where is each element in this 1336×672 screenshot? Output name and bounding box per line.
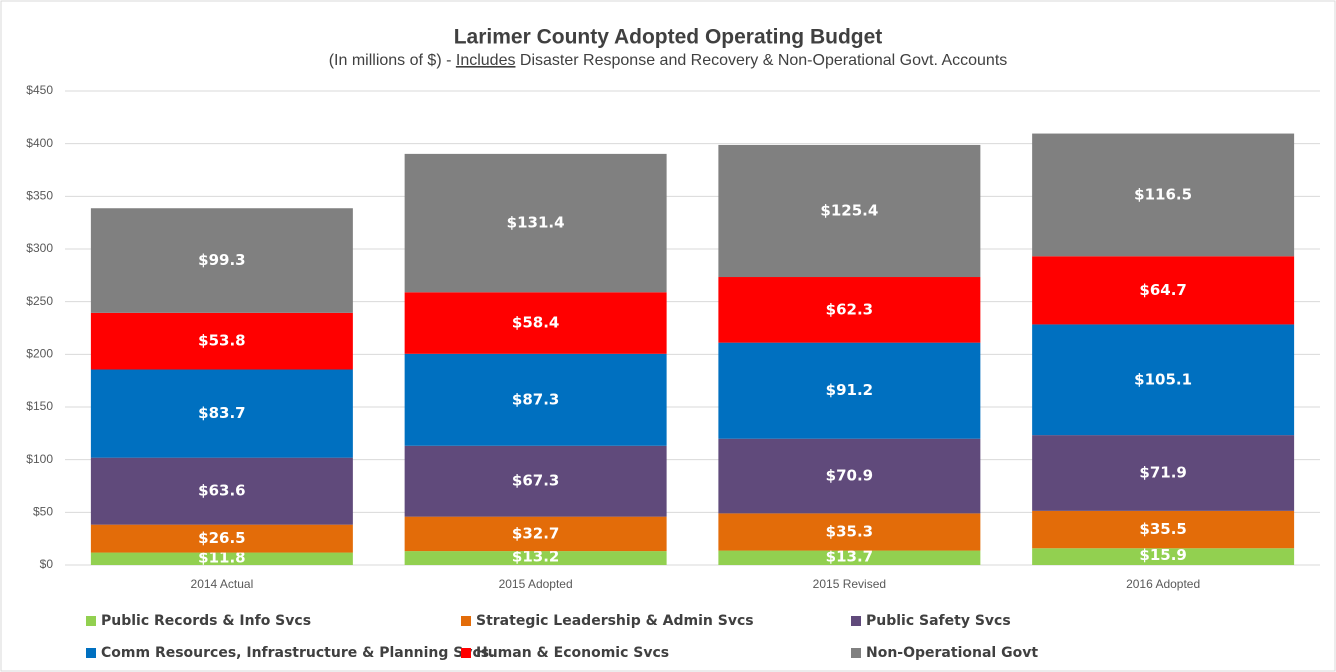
data-label: $62.3	[826, 300, 873, 318]
x-tick-label: 2015 Adopted	[499, 577, 573, 591]
bar-segment	[1032, 133, 1295, 257]
y-tick-label: $350	[26, 189, 53, 203]
y-tick-label: $150	[26, 399, 53, 413]
legend-label: Public Safety Svcs	[866, 613, 1011, 629]
data-label: $99.3	[198, 251, 245, 269]
bar-segment	[404, 153, 667, 293]
legend-label: Non-Operational Govt	[866, 645, 1038, 661]
x-tick-label: 2014 Actual	[191, 577, 254, 591]
bar-segment	[90, 552, 353, 565]
data-label: $26.5	[198, 529, 245, 547]
data-label: $105.1	[1134, 370, 1192, 388]
y-tick-label: $50	[33, 505, 53, 519]
bar-segment	[404, 516, 667, 552]
chart-subtitle: (In millions of $) - Includes Disaster R…	[329, 52, 1008, 69]
bar-segment	[90, 369, 353, 458]
legend-label: Human & Economic Svcs	[476, 645, 669, 661]
data-label: $116.5	[1134, 185, 1192, 203]
bar-segment	[90, 208, 353, 313]
data-label: $15.9	[1139, 546, 1186, 564]
bar-segment	[404, 551, 667, 565]
data-label: $83.7	[198, 404, 245, 422]
bar-segment	[718, 144, 981, 278]
y-tick-label: $200	[26, 347, 53, 361]
data-label: $32.7	[512, 524, 559, 542]
subtitle-part: (In millions of $) -	[329, 52, 452, 69]
chart-title: Larimer County Adopted Operating Budget	[454, 26, 883, 49]
y-tick-label: $450	[26, 83, 53, 97]
bar-segment	[90, 312, 353, 370]
x-tick-label: 2015 Revised	[813, 577, 886, 591]
bar-segment	[1032, 510, 1295, 549]
legend-swatch	[851, 648, 861, 658]
bar-segment	[404, 445, 667, 517]
data-label: $87.3	[512, 390, 559, 408]
bar-segment	[718, 438, 981, 514]
bar-segment	[718, 550, 981, 565]
subtitle-part: Includes	[456, 52, 516, 69]
bar-segment	[1032, 548, 1295, 565]
x-tick-label: 2016 Adopted	[1126, 577, 1200, 591]
data-label: $35.3	[826, 522, 873, 540]
legend-swatch	[86, 616, 96, 626]
y-tick-label: $300	[26, 241, 53, 255]
data-label: $11.8	[198, 548, 245, 566]
bar-segment	[404, 292, 667, 354]
subtitle-part: Disaster Response and Recovery & Non-Ope…	[520, 52, 1007, 69]
y-tick-label: $400	[26, 136, 53, 150]
data-label: $35.5	[1139, 520, 1186, 538]
legend-swatch	[86, 648, 96, 658]
bar-segment	[90, 457, 353, 525]
legend-label: Strategic Leadership & Admin Svcs	[476, 613, 754, 629]
bar-segment	[90, 524, 353, 553]
legend-swatch	[461, 648, 471, 658]
data-label: $131.4	[507, 214, 565, 232]
bar-segment	[718, 513, 981, 551]
data-label: $58.4	[512, 314, 559, 332]
bar-segment	[1032, 435, 1295, 511]
bar-segment	[404, 353, 667, 446]
data-label: $71.9	[1139, 463, 1186, 481]
bar-segment	[1032, 256, 1295, 325]
data-label: $91.2	[826, 381, 873, 399]
y-tick-label: $100	[26, 452, 53, 466]
legend-swatch	[461, 616, 471, 626]
data-label: $64.7	[1139, 281, 1186, 299]
bar-segment	[1032, 324, 1295, 436]
bar-segment	[718, 342, 981, 439]
data-label: $53.8	[198, 332, 245, 350]
data-label: $63.6	[198, 482, 245, 500]
data-label: $13.2	[512, 548, 559, 566]
y-tick-label: $0	[40, 557, 54, 571]
legend-label: Comm Resources, Infrastructure & Plannin…	[101, 645, 494, 661]
data-label: $125.4	[820, 201, 878, 219]
bar-segment	[718, 277, 981, 343]
y-tick-label: $250	[26, 294, 53, 308]
data-label: $70.9	[826, 467, 873, 485]
data-label: $13.7	[826, 547, 873, 565]
legend-swatch	[851, 616, 861, 626]
legend-label: Public Records & Info Svcs	[101, 613, 311, 629]
data-label: $67.3	[512, 472, 559, 490]
